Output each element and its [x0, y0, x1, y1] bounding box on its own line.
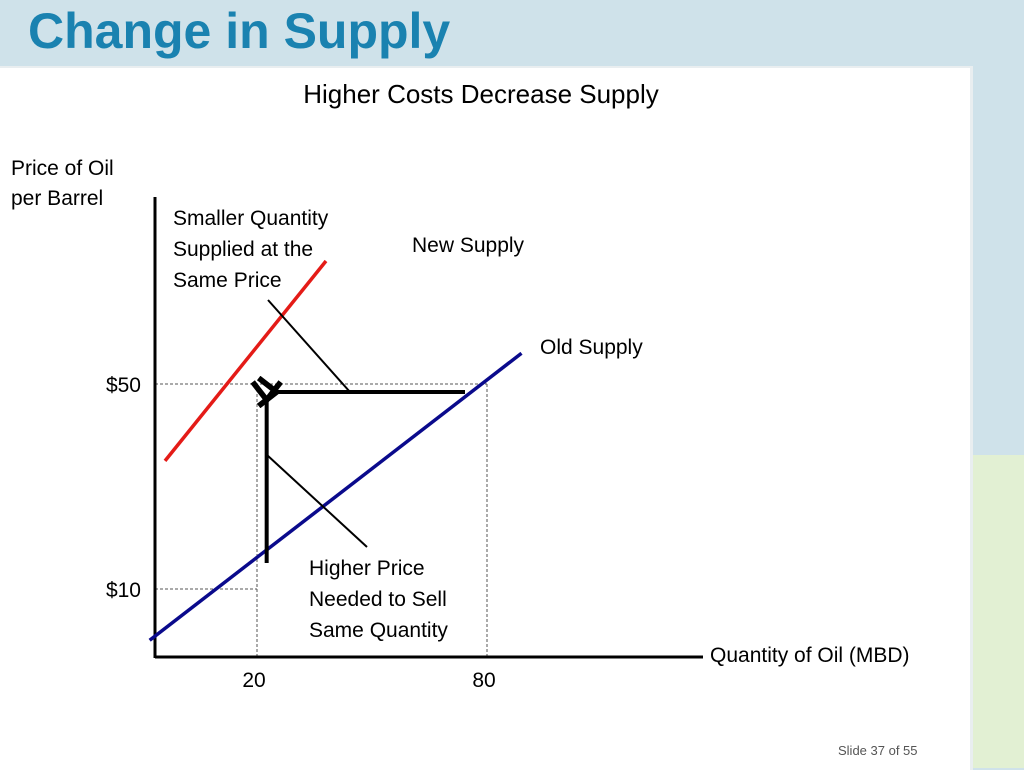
slide-title: Change in Supply [28, 3, 451, 59]
annotation-1-line-3: Same Price [173, 269, 282, 292]
callout-line-top [267, 299, 351, 393]
annotation-2-line-2: Needed to Sell [309, 588, 447, 611]
y-axis-label-line-2: per Barrel [11, 187, 103, 210]
y-tick-label-50: $50 [106, 374, 141, 397]
old-supply-line [148, 351, 523, 642]
supply-curves: Old Supply New Supply [148, 234, 643, 642]
annotations: Smaller Quantity Supplied at the Same Pric… [173, 207, 448, 642]
new-supply-label: New Supply [412, 234, 525, 257]
chart-title: Higher Costs Decrease Supply [303, 79, 659, 109]
y-tick-label-10: $10 [106, 579, 141, 602]
slide-number: Slide 37 of 55 [838, 743, 918, 758]
annotation-1-line-2: Supplied at the [173, 238, 313, 261]
old-supply-label: Old Supply [540, 336, 643, 359]
x-tick-label-80: 80 [472, 669, 495, 692]
new-supply-line [163, 259, 328, 462]
background-accent [972, 455, 1024, 768]
slide-content-panel [0, 66, 973, 770]
x-axis-label: Quantity of Oil (MBD) [710, 644, 910, 667]
callout-line-bottom [266, 454, 368, 548]
reference-lines [155, 383, 488, 657]
change-arrows [267, 392, 465, 563]
annotation-2-line-1: Higher Price [309, 557, 425, 580]
y-axis-label-line-1: Price of Oil [11, 157, 114, 180]
x-tick-label-20: 20 [242, 669, 265, 692]
annotation-2-line-3: Same Quantity [309, 619, 448, 642]
annotation-1-line-1: Smaller Quantity [173, 207, 329, 230]
axis-ticks: $10 $50 20 80 [106, 374, 496, 692]
